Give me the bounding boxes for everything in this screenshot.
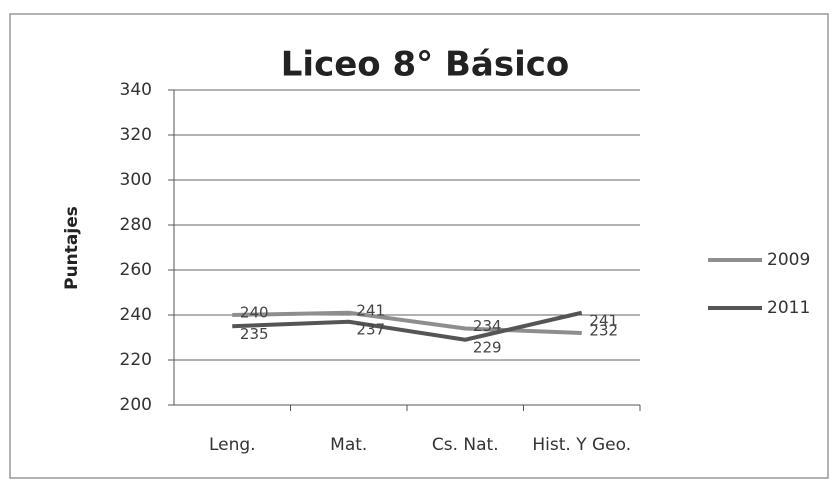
y-tick-label: 300 xyxy=(120,170,152,190)
y-tick-label: 340 xyxy=(120,80,152,100)
y-tick-label: 280 xyxy=(120,215,152,235)
x-tick-label: Hist. Y Geo. xyxy=(532,435,631,455)
chart-title: Liceo 8° Básico xyxy=(281,45,570,85)
data-label: 232 xyxy=(589,322,618,340)
data-label: 229 xyxy=(473,338,502,356)
y-tick-label: 260 xyxy=(120,260,152,280)
x-tick-label: Leng. xyxy=(209,435,256,455)
x-tick-label: Cs. Nat. xyxy=(432,435,499,455)
y-tick-label: 320 xyxy=(120,125,152,145)
y-tick-label: 220 xyxy=(120,350,152,370)
data-label: 241 xyxy=(356,301,385,319)
line-series xyxy=(232,310,582,335)
legend-label: 2011 xyxy=(767,298,810,318)
chart-frame xyxy=(9,13,829,479)
data-label: 241 xyxy=(589,311,618,329)
data-label: 234 xyxy=(473,317,502,335)
y-axis-label: Puntajes xyxy=(62,206,82,290)
data-label: 240 xyxy=(240,304,269,322)
data-label: 235 xyxy=(240,325,269,343)
y-tick-label: 200 xyxy=(120,395,152,415)
line-series xyxy=(232,310,583,342)
legend-label: 2009 xyxy=(767,250,810,270)
y-tick-label: 240 xyxy=(120,305,152,325)
x-tick-label: Mat. xyxy=(330,435,367,455)
data-label: 237 xyxy=(356,320,385,338)
